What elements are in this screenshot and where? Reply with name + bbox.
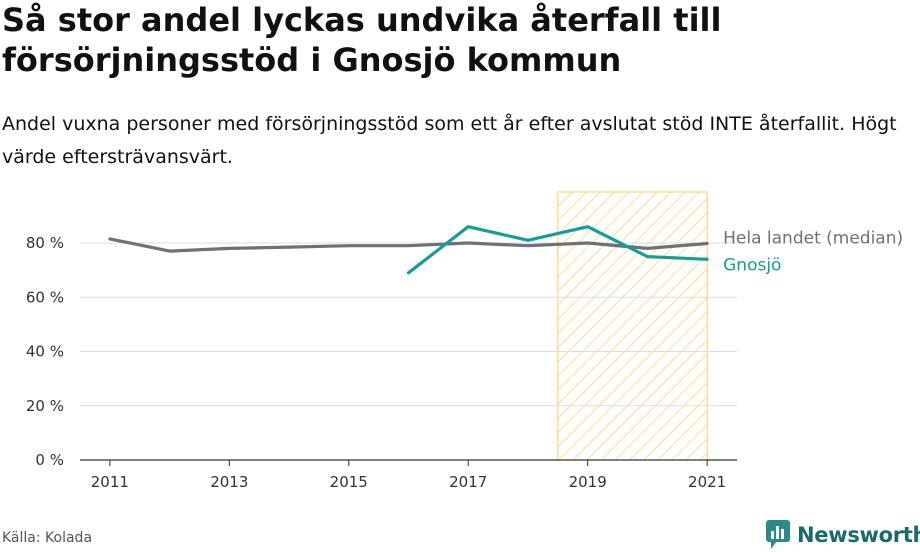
y-tick-label: 80 % <box>26 234 64 252</box>
y-tick-label: 60 % <box>26 288 64 306</box>
y-tick-label: 40 % <box>26 343 64 361</box>
x-tick-label: 2013 <box>210 473 248 491</box>
brand-name: Newsworthy <box>797 523 920 547</box>
highlight-band <box>557 191 708 461</box>
x-tick-label: 2015 <box>330 473 368 491</box>
x-tick-label: 2019 <box>569 473 607 491</box>
y-tick-label: 0 % <box>35 451 64 469</box>
x-tick-label: 2021 <box>688 473 726 491</box>
chart-bubble-icon <box>766 520 790 549</box>
y-tick-label: 20 % <box>26 397 64 415</box>
x-tick-label: 2011 <box>91 473 129 491</box>
page-title: Så stor andel lyckas undvika återfall ti… <box>2 1 722 79</box>
series-label-1: Gnosjö <box>723 255 781 275</box>
page-subtitle: Andel vuxna personer med försörjningsstö… <box>2 113 897 168</box>
series-line-1 <box>406 225 709 275</box>
x-tick-label: 2017 <box>449 473 487 491</box>
series-line-0 <box>108 237 709 253</box>
source-note: Källa: Kolada <box>2 530 93 546</box>
series-label-0: Hela landet (median) <box>723 229 903 249</box>
brand-logo: Newsworthy <box>765 518 920 552</box>
